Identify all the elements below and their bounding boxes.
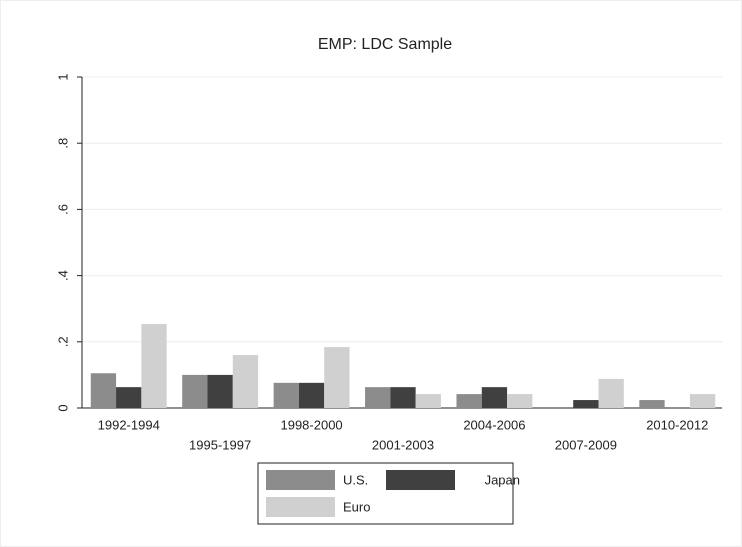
x-tick-label: 1995-1997 — [189, 437, 251, 452]
bar — [481, 387, 508, 408]
x-tick-label: 2007-2009 — [555, 437, 617, 452]
y-tick-label: .8 — [55, 138, 70, 149]
bar — [232, 355, 259, 408]
bar — [415, 394, 441, 408]
x-tick-label: 1992-1994 — [98, 417, 160, 432]
bar — [324, 347, 350, 408]
bar — [639, 400, 665, 408]
bar — [182, 374, 208, 408]
bar — [207, 374, 233, 408]
y-tick-label: .2 — [55, 336, 70, 347]
legend-swatch — [386, 470, 455, 490]
bar — [598, 378, 624, 408]
bar — [273, 382, 299, 408]
legend-label: Japan — [485, 472, 520, 487]
bar — [365, 387, 391, 408]
y-tick-label: 0 — [55, 404, 70, 411]
bar — [507, 394, 533, 408]
bar — [456, 394, 482, 408]
legend-label: U.S. — [343, 472, 368, 487]
legend-swatch — [266, 497, 335, 517]
bar — [298, 382, 325, 408]
y-tick-label: 1 — [55, 73, 70, 80]
y-tick-label: .6 — [55, 204, 70, 215]
bar — [141, 323, 167, 408]
chart-title: EMP: LDC Sample — [318, 36, 452, 53]
bar — [116, 387, 142, 408]
x-tick-label: 2001-2003 — [372, 437, 434, 452]
legend-swatch — [266, 470, 335, 490]
x-tick-label: 2010-2012 — [646, 417, 708, 432]
x-tick-label: 1998-2000 — [280, 417, 342, 432]
x-tick-label: 2004-2006 — [463, 417, 525, 432]
y-tick-label: .4 — [55, 270, 70, 281]
bar — [390, 387, 416, 408]
bar — [90, 373, 117, 408]
legend-label: Euro — [343, 499, 370, 514]
bar — [573, 400, 599, 408]
bar — [689, 394, 716, 408]
